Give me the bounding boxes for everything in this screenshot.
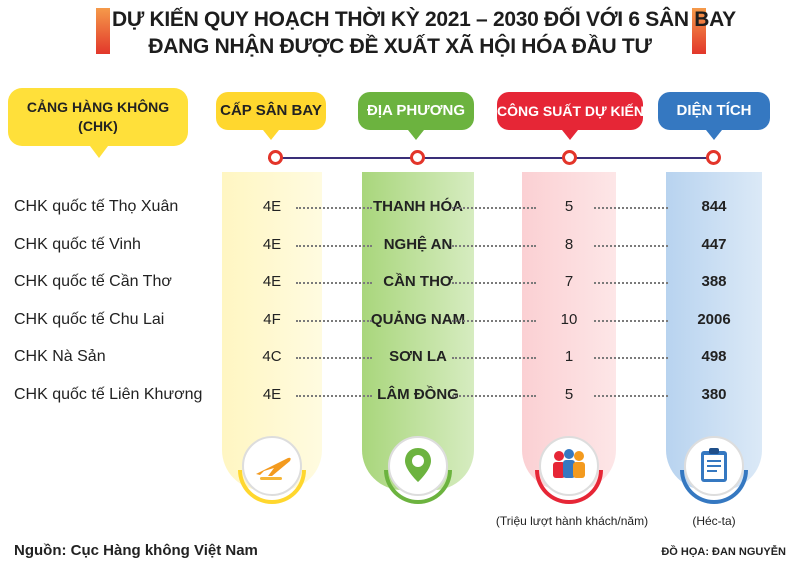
airport-header-line-2: (CHK) [78,118,118,134]
timeline-line [268,157,716,159]
dotted-connector [452,320,536,322]
area-unit: (Héc-ta) [692,514,736,528]
dotted-connector [594,357,668,359]
airport-area: 498 [701,348,727,365]
airport-locality: LÂM ĐỒNG [377,386,459,403]
airport-area: 844 [701,198,727,215]
airport-area: 380 [701,386,727,403]
header-capacity: CÔNG SUẤT DỰ KIẾN [497,92,644,140]
airport-level: 4E [262,386,282,403]
airport-level: 4E [262,236,282,253]
dotted-connector [452,245,536,247]
airport-capacity: 10 [560,311,578,328]
airport-area: 447 [701,236,727,253]
title-accent-right [692,8,706,54]
timeline-dot [706,150,721,165]
timeline-dot [410,150,425,165]
header-level: CẤP SÂN BAY [216,92,326,140]
airport-name: CHK quốc tế Cần Thơ [14,273,172,290]
header-area: DIỆN TÍCH [658,92,770,140]
airport-level: 4C [262,348,282,365]
airport-locality: CẦN THƠ [383,273,453,290]
dotted-connector [296,395,372,397]
airport-locality: NGHỆ AN [383,236,453,253]
dotted-connector [452,282,536,284]
airport-locality: QUẢNG NAM [370,311,466,328]
dotted-connector [452,395,536,397]
airplane-icon [242,436,302,496]
title-accent-left [96,8,110,54]
header-locality: ĐỊA PHƯƠNG [358,92,474,140]
airport-locality: THANH HÓA [373,198,463,215]
title-line-2: ĐANG NHẬN ĐƯỢC ĐỀ XUẤT XÃ HỘI HÓA ĐẦU TƯ [148,35,652,58]
dotted-connector [296,245,372,247]
airport-capacity: 1 [564,348,574,365]
dotted-connector [296,282,372,284]
airport-level: 4E [262,273,282,290]
dotted-connector [452,207,536,209]
timeline-dot [268,150,283,165]
airport-capacity: 5 [564,198,574,215]
airport-capacity: 8 [564,236,574,253]
infographic-title: DỰ KIẾN QUY HOẠCH THỜI KỲ 2021 – 2030 ĐỐ… [112,6,736,60]
dotted-connector [296,207,372,209]
capacity-unit: (Triệu lượt hành khách/năm) [495,514,649,528]
timeline-dot [562,150,577,165]
dotted-connector [594,320,668,322]
airport-area: 388 [701,273,727,290]
dotted-connector [594,395,668,397]
dotted-connector [296,357,372,359]
airport-locality: SƠN LA [389,348,447,365]
airport-level: 4E [262,198,282,215]
title-line-1: DỰ KIẾN QUY HOẠCH THỜI KỲ 2021 – 2030 ĐỐ… [112,8,736,31]
airport-area: 2006 [697,311,731,328]
airport-name: CHK quốc tế Vinh [14,236,141,253]
airport-name: CHK quốc tế Thọ Xuân [14,198,179,215]
airport-name: CHK Nà Sản [14,348,106,365]
airport-name: CHK quốc tế Liên Khương [14,386,203,403]
graphic-credit: ĐỒ HỌA: ĐAN NGUYỄN [661,546,786,558]
airport-capacity: 7 [564,273,574,290]
airport-name: CHK quốc tế Chu Lai [14,311,165,328]
clipboard-icon [684,436,744,496]
people-icon [539,436,599,496]
dotted-connector [594,245,668,247]
location-pin-icon [388,436,448,496]
airport-header-line-1: CẢNG HÀNG KHÔNG [26,99,170,115]
dotted-connector [594,207,668,209]
dotted-connector [594,282,668,284]
dotted-connector [452,357,536,359]
airport-capacity: 5 [564,386,574,403]
dotted-connector [296,320,372,322]
source-note: Nguồn: Cục Hàng không Việt Nam [14,542,258,559]
airport-column-header: CẢNG HÀNG KHÔNG (CHK) [8,88,188,158]
airport-level: 4F [263,311,281,328]
